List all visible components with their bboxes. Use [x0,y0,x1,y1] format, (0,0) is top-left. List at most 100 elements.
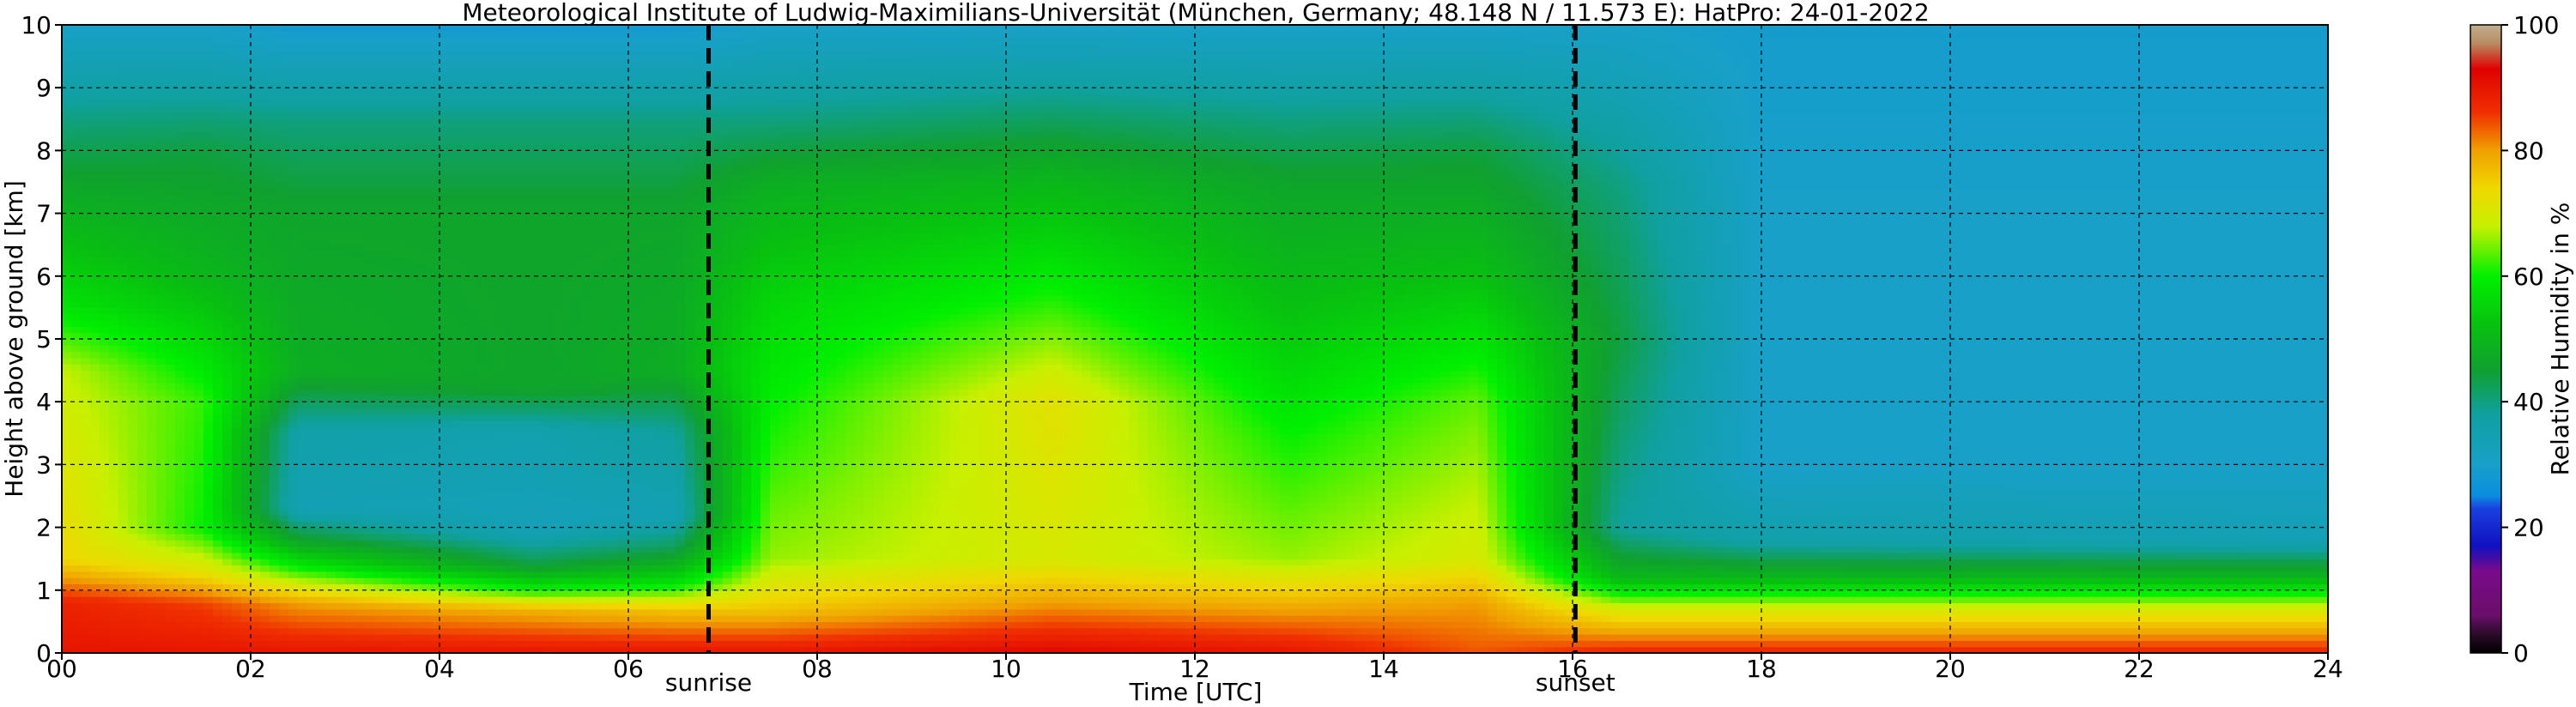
heatmap-cell [515,602,525,609]
heatmap-cell [468,251,478,258]
heatmap-cell [515,125,525,132]
heatmap-cell [355,50,365,57]
heatmap-cell [411,57,421,63]
heatmap-cell [449,214,459,221]
heatmap-cell [203,157,214,164]
heatmap-cell [364,169,374,176]
heatmap-cell [288,439,299,446]
heatmap-cell [185,245,195,251]
heatmap-cell [298,94,308,101]
heatmap-cell [449,44,459,51]
heatmap-cell [260,390,270,396]
heatmap-cell [506,112,516,119]
heatmap-cell [109,414,119,421]
heatmap-cell [222,358,233,365]
heatmap-cell [402,288,412,295]
heatmap-cell [222,150,233,157]
heatmap-cell [421,352,431,359]
heatmap-cell [137,408,148,415]
heatmap-cell [392,125,403,132]
heatmap-cell [71,119,82,126]
heatmap-cell [251,426,261,433]
heatmap-cell [430,408,440,415]
heatmap-cell [383,295,393,302]
heatmap-cell [222,31,233,38]
heatmap-cell [147,534,157,541]
heatmap-cell [336,559,346,565]
heatmap-cell [421,602,431,609]
heatmap-cell [185,509,195,516]
heatmap-cell [468,534,478,541]
heatmap-cell [213,150,223,157]
heatmap-cell [147,263,157,270]
heatmap-cell [307,477,318,484]
heatmap-cell [515,515,525,522]
heatmap-cell [458,490,469,497]
heatmap-cell [147,640,157,647]
heatmap-cell [279,320,289,327]
heatmap-cell [203,515,214,522]
heatmap-cell [307,326,318,333]
heatmap-cell [156,452,167,459]
heatmap-cell [506,100,516,107]
heatmap-cell [468,345,478,352]
heatmap-cell [279,528,289,535]
heatmap-cell [439,426,450,433]
heatmap-cell [175,76,185,82]
heatmap-cell [251,628,261,635]
heatmap-cell [109,371,119,378]
heatmap-cell [288,596,299,603]
heatmap-cell [147,307,157,314]
heatmap-cell [411,314,421,321]
heatmap-cell [439,307,450,314]
heatmap-cell [477,169,488,176]
heatmap-cell [166,414,176,421]
heatmap-cell [487,634,497,641]
heatmap-cell [232,547,242,553]
heatmap-cell [166,94,176,101]
heatmap-cell [128,490,138,497]
heatmap-cell [355,314,365,321]
heatmap-cell [90,433,100,440]
heatmap-cell [421,220,431,227]
heatmap-cell [62,326,72,333]
heatmap-cell [317,609,327,616]
heatmap-cell [137,57,148,63]
heatmap-cell [194,320,204,327]
heatmap-cell [241,245,252,251]
heatmap-cell [270,125,280,132]
heatmap-cell [175,25,185,32]
heatmap-cell [109,150,119,157]
heatmap-cell [109,100,119,107]
heatmap-cell [468,100,478,107]
heatmap-cell [411,163,421,170]
heatmap-cell [100,50,110,57]
heatmap-cell [137,621,148,628]
heatmap-cell [506,131,516,138]
heatmap-cell [326,534,336,541]
heatmap-cell [411,509,421,516]
heatmap-cell [326,100,336,107]
heatmap-cell [194,100,204,107]
heatmap-cell [373,76,384,82]
heatmap-cell [307,483,318,490]
heatmap-cell [137,490,148,497]
heatmap-cell [345,371,355,378]
heatmap-cell [62,314,72,321]
heatmap-cell [298,76,308,82]
heatmap-cell [232,358,242,365]
heatmap-cell [166,263,176,270]
heatmap-cell [307,621,318,628]
heatmap-cell [458,138,469,145]
heatmap-cell [383,182,393,189]
heatmap-cell [317,63,327,69]
heatmap-cell [506,326,516,333]
heatmap-cell [62,263,72,270]
heatmap-cell [477,94,488,101]
heatmap-cell [496,640,506,647]
heatmap-cell [147,615,157,622]
heatmap-cell [307,163,318,170]
heatmap-cell [251,295,261,302]
heatmap-cell [515,433,525,440]
heatmap-cell [468,540,478,547]
